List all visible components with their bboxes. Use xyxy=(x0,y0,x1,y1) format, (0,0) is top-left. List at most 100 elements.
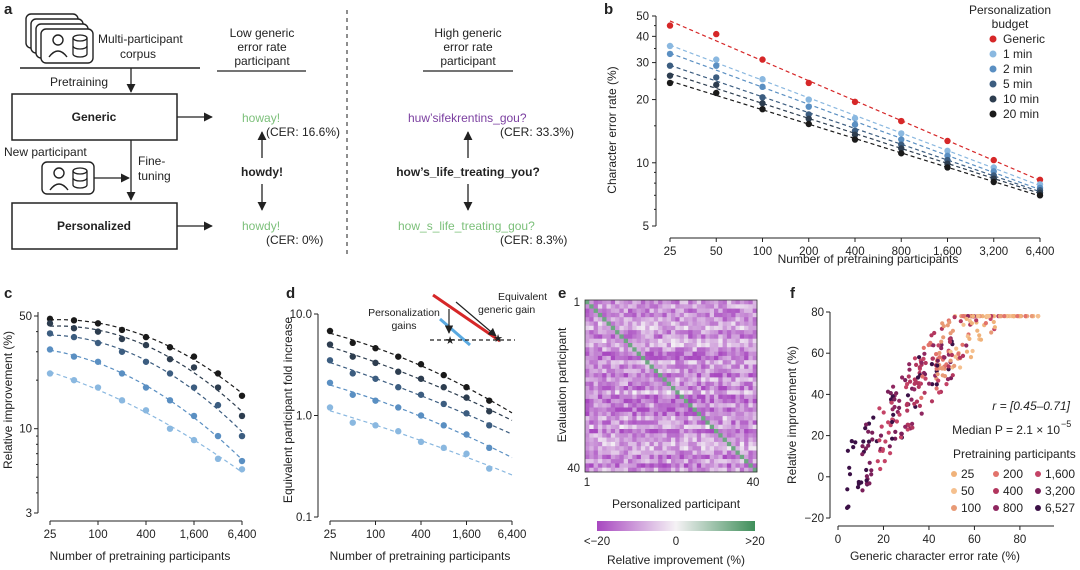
e-heatmap-cell xyxy=(709,368,715,374)
f-point xyxy=(1036,314,1041,319)
e-heatmap-cell xyxy=(679,459,685,464)
e-heatmap-cell xyxy=(649,300,655,305)
e-heatmap-cell xyxy=(640,304,646,309)
e-heatmap-cell xyxy=(640,446,646,451)
e-heatmap-cell xyxy=(628,411,633,417)
e-heatmap-cell xyxy=(653,355,659,361)
e-heatmap-cell xyxy=(662,317,667,322)
e-heatmap-cell xyxy=(744,377,749,382)
e-heatmap-cell xyxy=(739,321,745,327)
b-legend-marker xyxy=(989,95,997,103)
e-heatmap-cell xyxy=(722,347,728,352)
e-heatmap-cell xyxy=(709,407,715,413)
e-heatmap-cell xyxy=(718,403,723,408)
e-heatmap-cell xyxy=(671,334,676,339)
f-point xyxy=(947,337,952,342)
e-heatmap-cell xyxy=(597,424,603,430)
b-point xyxy=(666,79,674,87)
e-heatmap-cell xyxy=(619,330,624,335)
e-heatmap-cell xyxy=(705,390,710,395)
e-heatmap-cell xyxy=(636,377,642,382)
e-heatmap-cell xyxy=(718,347,723,352)
e-heatmap-cell xyxy=(714,325,719,331)
e-heatmap-cell xyxy=(645,416,650,421)
e-heatmap-cell xyxy=(692,420,698,425)
e-heatmap-cell xyxy=(593,338,599,344)
e-heatmap-cell xyxy=(610,343,616,348)
e-heatmap-cell xyxy=(628,420,633,425)
e-heatmap-cell xyxy=(666,381,672,387)
e-heatmap-cell xyxy=(701,351,706,357)
e-heatmap-cell xyxy=(722,398,728,404)
e-heatmap-cell xyxy=(632,424,637,430)
d-fit-curve-10min xyxy=(329,346,513,421)
e-heatmap-cell xyxy=(636,386,642,391)
e-heatmap-cell xyxy=(696,377,702,382)
f-point xyxy=(877,406,882,411)
e-heatmap-cell xyxy=(692,416,698,421)
e-heatmap-cell xyxy=(666,450,672,456)
e-heatmap-cell xyxy=(739,351,745,357)
e-heatmap-cell xyxy=(597,377,603,382)
e-heatmap-cell xyxy=(714,317,719,322)
e-heatmap-cell xyxy=(658,317,663,322)
e-heatmap-cell xyxy=(696,454,702,460)
e-heatmap-cell xyxy=(589,441,594,447)
e-heatmap-cell xyxy=(602,463,607,468)
e-heatmap-cell xyxy=(748,403,753,408)
e-heatmap-cell xyxy=(628,312,633,318)
d-x-tick-label: 25 xyxy=(324,529,337,541)
e-heatmap-cell xyxy=(752,398,758,404)
e-heatmap-cell xyxy=(692,338,698,344)
e-heatmap-cell xyxy=(636,398,642,404)
e-heatmap-cell xyxy=(679,334,685,339)
f-point xyxy=(1011,314,1016,319)
e-heatmap-cell xyxy=(619,446,624,451)
e-heatmap-cell xyxy=(666,312,672,318)
e-heatmap-cell xyxy=(645,334,650,339)
e-heatmap-cell xyxy=(666,446,672,451)
e-heatmap-cell xyxy=(714,416,719,421)
e-heatmap-cell xyxy=(671,390,676,395)
e-heatmap-cell xyxy=(606,334,612,339)
e-heatmap-cell xyxy=(701,450,706,456)
e-heatmap-cell xyxy=(692,368,698,374)
e-heatmap-cell xyxy=(606,446,612,451)
svg-text:★: ★ xyxy=(445,335,455,347)
d-point xyxy=(486,408,493,415)
e-heatmap-cell xyxy=(649,330,655,335)
e-heatmap-cell xyxy=(640,416,646,421)
e-heatmap-cell xyxy=(688,446,693,451)
e-heatmap-cell xyxy=(739,424,745,430)
e-heatmap-cell xyxy=(739,343,745,348)
e-heatmap-cell xyxy=(748,433,753,438)
e-heatmap-cell xyxy=(679,437,685,443)
e-heatmap-cell xyxy=(748,317,753,322)
e-heatmap-cell xyxy=(658,450,663,456)
e-heatmap-cell xyxy=(688,330,693,335)
e-heatmap-cell xyxy=(602,347,607,352)
f-point xyxy=(936,343,941,348)
e-heatmap-cell xyxy=(640,308,646,314)
e-heatmap-cell xyxy=(701,373,706,378)
e-heatmap-cell xyxy=(610,433,616,438)
e-heatmap-cell xyxy=(666,407,672,413)
e-heatmap-cell xyxy=(615,454,620,460)
c-point xyxy=(190,364,198,371)
e-heatmap-cell xyxy=(679,330,685,335)
f-point xyxy=(1002,314,1007,319)
e-heatmap-cell xyxy=(722,368,728,374)
pretraining-label: Pretraining xyxy=(50,75,108,89)
e-heatmap-cell xyxy=(688,325,693,331)
e-heatmap-cell xyxy=(649,347,655,352)
e-heatmap-cell xyxy=(675,390,680,395)
e-heatmap-cell xyxy=(683,454,689,460)
e-heatmap-cell xyxy=(735,338,741,344)
d-point xyxy=(395,384,402,391)
e-heatmap-cell xyxy=(705,381,710,387)
c-point xyxy=(46,315,54,323)
e-heatmap-cell xyxy=(662,394,667,400)
e-heatmap-cell xyxy=(589,463,594,468)
e-heatmap-cell xyxy=(675,338,680,344)
e-heatmap-cell xyxy=(619,312,624,318)
